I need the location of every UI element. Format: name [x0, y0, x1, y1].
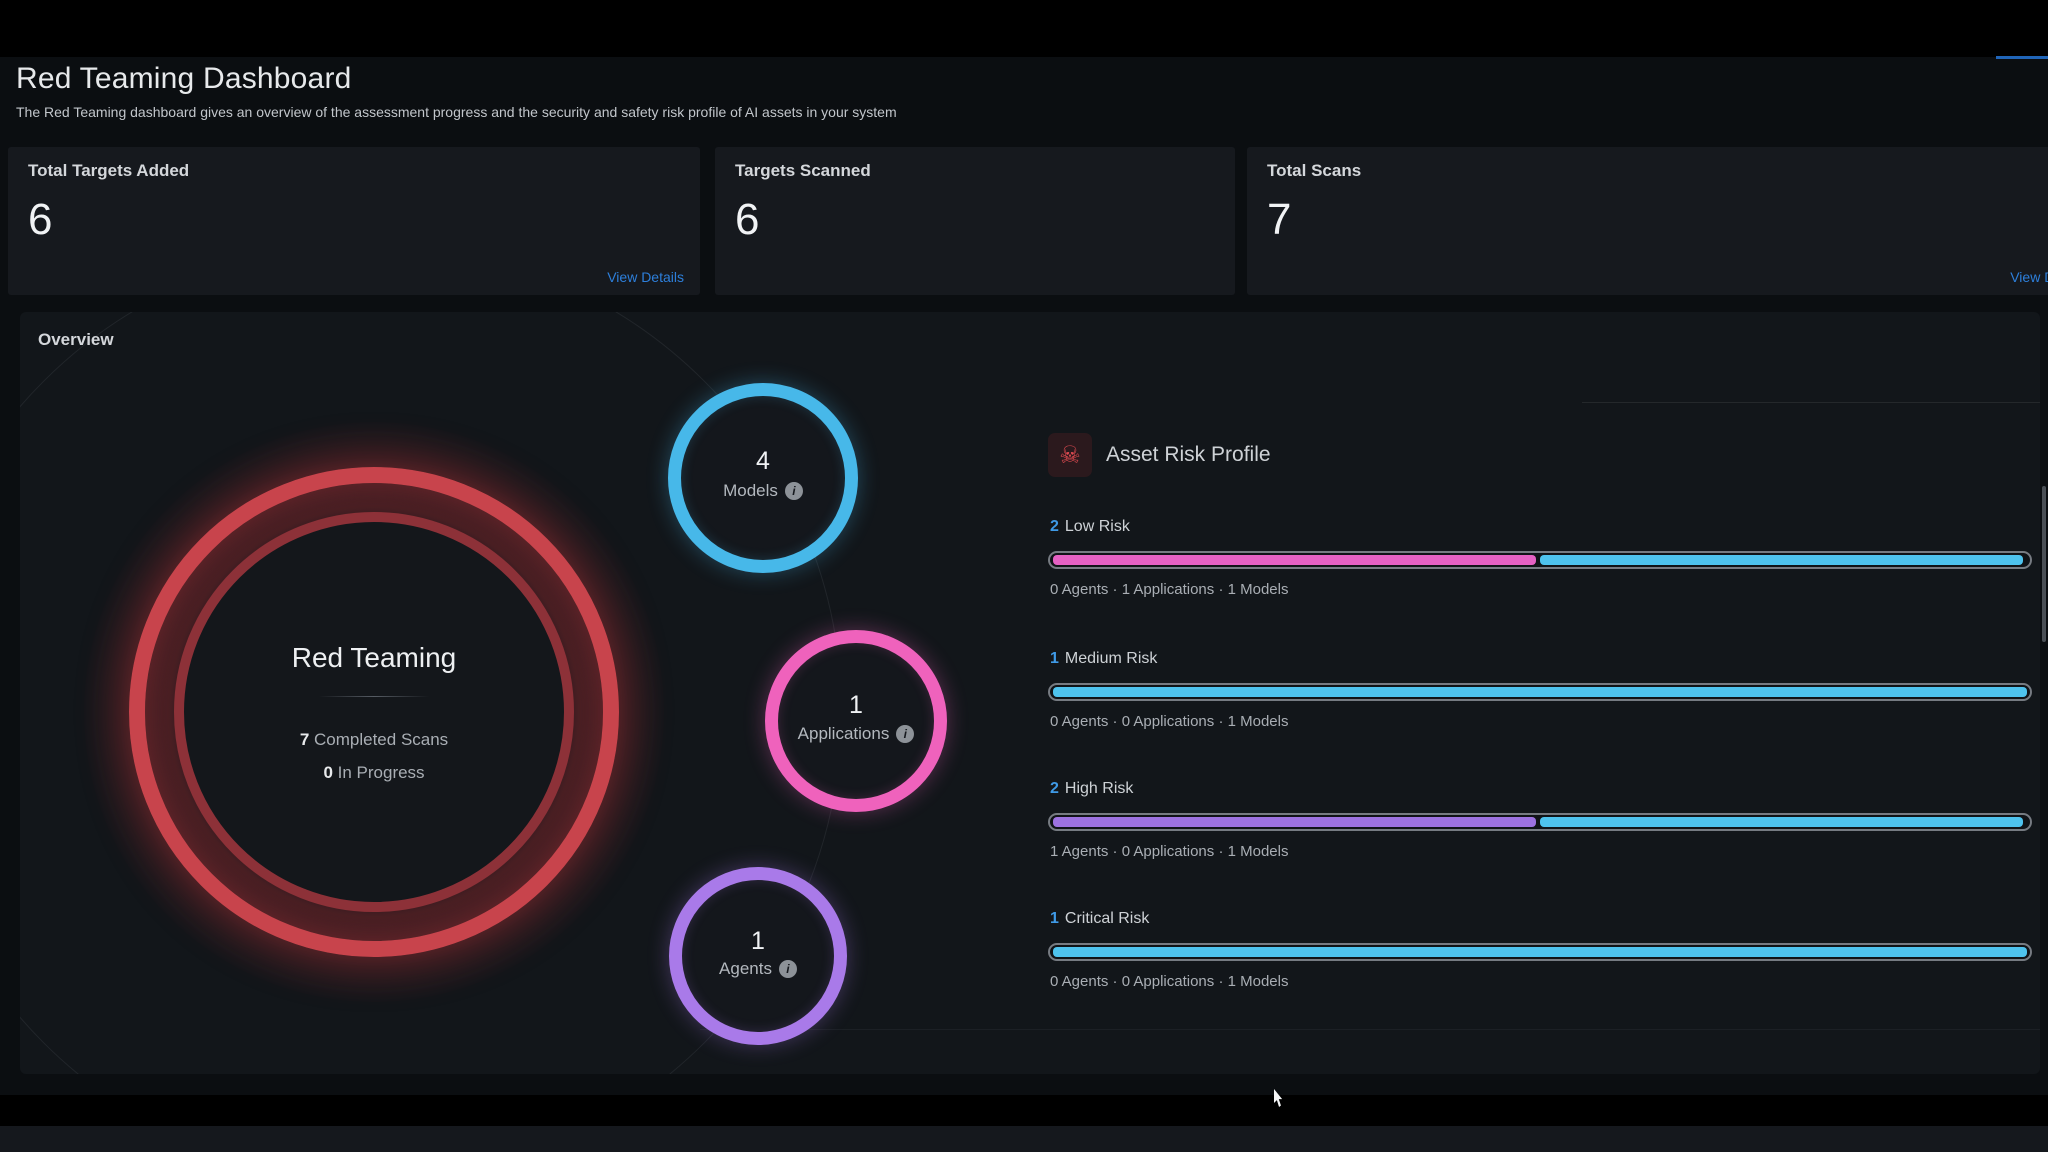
- card-label: Total Targets Added: [28, 161, 190, 180]
- risk-breakdown: 0 Agents · 1 Applications · 1 Models: [1050, 581, 1289, 598]
- view-details-link[interactable]: View Details: [607, 269, 684, 285]
- risk-bar-segment: [1540, 817, 2024, 827]
- card-value: 6: [28, 195, 53, 244]
- info-icon[interactable]: i: [778, 960, 797, 979]
- info-icon[interactable]: i: [896, 725, 915, 744]
- bottom-black-band: [0, 1095, 2048, 1126]
- risk-count: 1: [1050, 910, 1059, 927]
- risk-name: High Risk: [1064, 780, 1134, 797]
- divider-line: [1582, 402, 2040, 403]
- risk-count: 2: [1050, 780, 1059, 797]
- red-teaming-gauge-inner-ring: [174, 512, 574, 912]
- info-icon[interactable]: i: [784, 482, 803, 501]
- card-targets-scanned: Targets Scanned 6: [715, 147, 1235, 295]
- overview-panel: Overview Red Teaming 7 Completed Scans 0…: [20, 312, 2040, 1074]
- models-count: 4: [756, 446, 770, 475]
- in-progress-count: 0: [323, 763, 333, 782]
- card-label: Total Scans: [1267, 161, 1362, 180]
- risk-profile-title: Asset Risk Profile: [1106, 443, 1271, 466]
- risk-name: Medium Risk: [1064, 650, 1158, 667]
- completed-scans-count: 7: [299, 730, 310, 749]
- risk-breakdown: 0 Agents · 0 Applications · 1 Models: [1050, 713, 1289, 730]
- agents-label: Agents: [719, 959, 772, 979]
- skull-crossbones-icon: ☠: [1048, 433, 1092, 477]
- risk-row-low: 2 Low Risk 0 Agents · 1 Applications · 1 …: [1048, 518, 2032, 638]
- risk-bar-segment: [1053, 947, 2027, 957]
- gauge-title: Red Teaming: [291, 642, 457, 673]
- risk-name: Low Risk: [1064, 518, 1130, 535]
- applications-label-row: Applications i: [778, 724, 934, 744]
- card-value: 7: [1267, 195, 1292, 244]
- page-title: Red Teaming Dashboard: [16, 62, 352, 95]
- risk-bar-segment: [1053, 555, 1537, 565]
- risk-breakdown: 0 Agents · 0 Applications · 1 Models: [1050, 973, 1289, 990]
- risk-bar-segment: [1053, 687, 2027, 697]
- completed-scans-label: Completed Scans: [309, 730, 449, 749]
- risk-bar-segment: [1540, 555, 2024, 565]
- top-black-bar: [0, 0, 2048, 57]
- risk-bar: [1048, 943, 2032, 961]
- applications-count: 1: [849, 691, 863, 720]
- risk-row-critical: 1 Critical Risk 0 Agents · 0 Applications…: [1048, 910, 2032, 1030]
- risk-count: 1: [1050, 650, 1059, 667]
- applications-circle[interactable]: 1 Applications i: [765, 630, 947, 812]
- risk-count: 2: [1050, 518, 1059, 535]
- completed-scans-stat: 7 Completed Scans: [174, 730, 574, 750]
- applications-label: Applications: [797, 724, 890, 744]
- risk-bar: [1048, 813, 2032, 831]
- risk-label: 1 Critical Risk: [1050, 910, 1149, 928]
- scrollbar-thumb[interactable]: [2042, 486, 2046, 642]
- view-details-link[interactable]: View Details: [2010, 269, 2048, 285]
- divider-line: [700, 1029, 2040, 1030]
- risk-row-high: 2 High Risk 1 Agents · 0 Applications · 1…: [1048, 780, 2032, 900]
- risk-bar: [1048, 551, 2032, 569]
- models-label-row: Models i: [681, 481, 845, 501]
- agents-circle[interactable]: 1 Agents i: [669, 867, 847, 1045]
- agents-label-row: Agents i: [682, 959, 834, 979]
- bottom-strip: [0, 1126, 2048, 1152]
- gauge-divider: [319, 696, 429, 697]
- mouse-cursor: [1274, 1089, 1283, 1107]
- risk-bar: [1048, 683, 2032, 701]
- risk-label: 2 High Risk: [1050, 780, 1133, 798]
- in-progress-label: In Progress: [332, 763, 425, 782]
- models-circle[interactable]: 4 Models i: [668, 383, 858, 573]
- card-total-scans: Total Scans 7 View Details: [1247, 147, 2048, 295]
- card-total-targets-added: Total Targets Added 6 View Details: [8, 147, 700, 295]
- risk-bar-segment: [1053, 817, 1537, 827]
- agents-count: 1: [751, 927, 765, 956]
- page-subtitle: The Red Teaming dashboard gives an overv…: [16, 104, 897, 120]
- models-label: Models: [723, 481, 778, 501]
- risk-label: 1 Medium Risk: [1050, 650, 1157, 668]
- risk-label: 2 Low Risk: [1050, 518, 1130, 536]
- risk-name: Critical Risk: [1064, 910, 1150, 927]
- risk-breakdown: 1 Agents · 0 Applications · 1 Models: [1050, 843, 1289, 860]
- card-value: 6: [735, 195, 760, 244]
- card-label: Targets Scanned: [735, 161, 871, 180]
- top-accent-line: [1996, 56, 2048, 59]
- in-progress-stat: 0 In Progress: [174, 763, 574, 783]
- risk-row-medium: 1 Medium Risk 0 Agents · 0 Applications ·…: [1048, 650, 2032, 770]
